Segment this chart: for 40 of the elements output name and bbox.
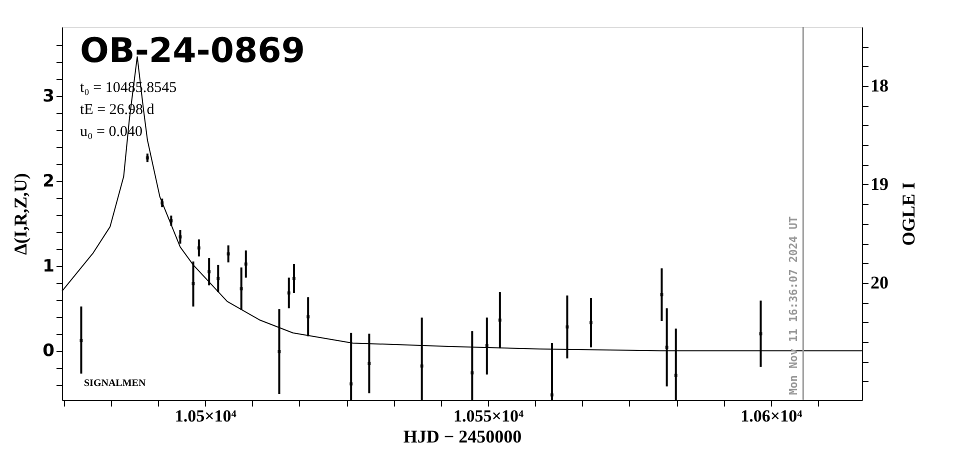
point (566, 325, 569, 329)
point (80, 338, 83, 342)
x-tick-label: 1.055×10⁴ (454, 406, 524, 426)
point (470, 371, 474, 374)
y2-tick-label: 18 (870, 76, 888, 96)
point (244, 262, 248, 266)
point (278, 350, 281, 354)
point (170, 219, 173, 222)
point (216, 276, 220, 280)
point (350, 382, 353, 386)
point (759, 332, 762, 336)
point (420, 364, 424, 368)
y-axis-title: Δ(I,R,Z,U) (10, 173, 31, 255)
y2-axis-title: OGLE I (898, 182, 918, 246)
point (498, 318, 502, 322)
point (287, 291, 290, 295)
x-tick-label: 1.06×10⁴ (740, 406, 802, 426)
point (665, 346, 668, 349)
y-tick-label: 3 (42, 86, 54, 106)
point (178, 235, 182, 238)
annotation: SIGNALMEN (84, 378, 146, 389)
point (368, 362, 371, 366)
y2-tick-label: 20 (870, 272, 888, 292)
point (146, 156, 150, 160)
point (192, 282, 195, 286)
point (240, 287, 243, 290)
y-tick-label: 0 (42, 341, 55, 362)
chart-title: OB-24-0869 (80, 31, 305, 71)
y-tick-label: 1 (42, 256, 54, 276)
point (208, 270, 211, 274)
point (306, 315, 310, 318)
y2-tick-label: 19 (870, 174, 888, 194)
point (674, 374, 678, 377)
x-axis-title: HJD − 2450000 (403, 426, 522, 446)
point (660, 293, 664, 296)
annotation: Mon Nov 11 16:36:07 2024 UT (787, 216, 800, 395)
x-tick-label: 1.05×10⁴ (174, 406, 236, 426)
point (485, 344, 488, 348)
y-tick-label: 2 (42, 171, 54, 192)
point (226, 252, 230, 256)
